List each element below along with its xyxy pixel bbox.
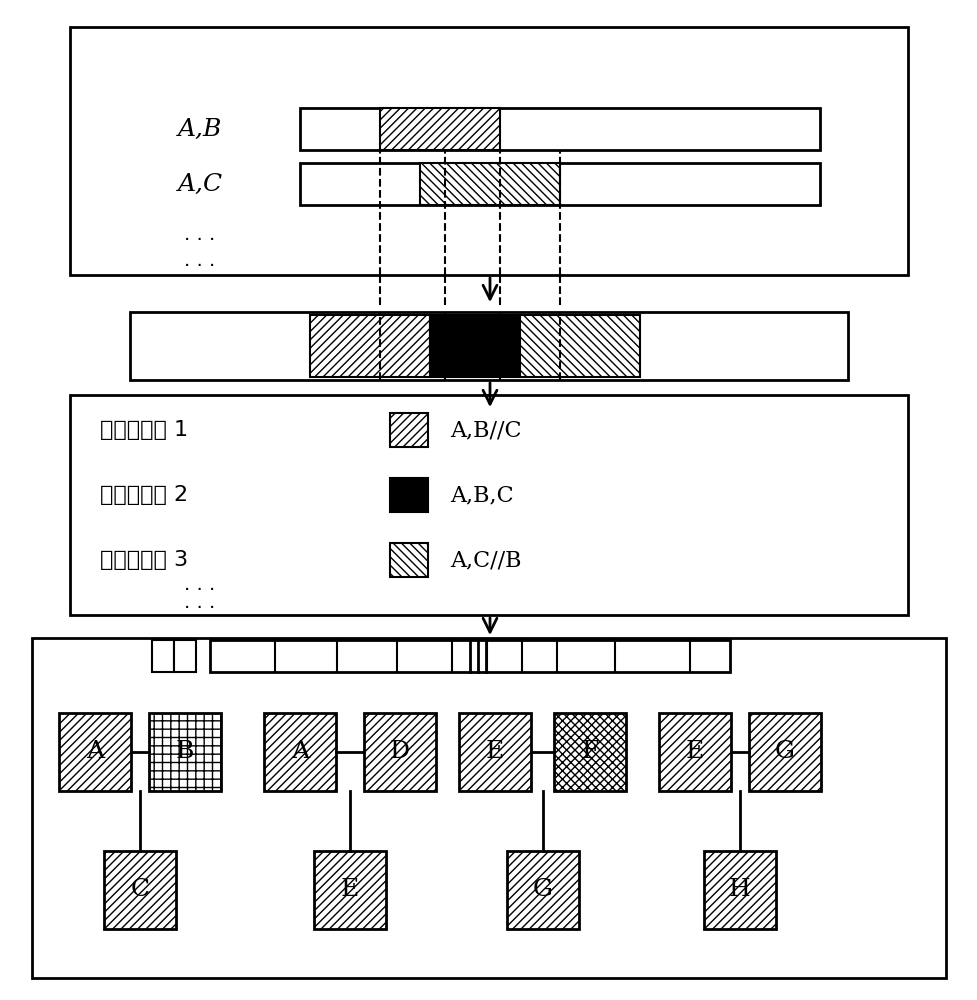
Text: A: A: [290, 740, 309, 764]
Text: H: H: [729, 879, 750, 902]
Text: 遗传区块组 1: 遗传区块组 1: [100, 420, 188, 440]
Bar: [553, 713, 625, 791]
Bar: [310, 315, 430, 377]
Bar: [130, 312, 847, 380]
Bar: [430, 315, 520, 377]
Bar: [380, 108, 499, 150]
Text: C: C: [130, 879, 149, 902]
Bar: [363, 713, 436, 791]
Text: · · ·: · · ·: [185, 580, 215, 599]
Text: D: D: [390, 740, 409, 764]
Bar: [151, 640, 174, 672]
Text: · · ·: · · ·: [185, 231, 215, 249]
Text: 遗传区块组 3: 遗传区块组 3: [100, 550, 188, 570]
Bar: [149, 713, 221, 791]
Bar: [174, 640, 195, 672]
Bar: [210, 640, 729, 672]
Text: A,C//B: A,C//B: [449, 549, 521, 571]
Bar: [314, 851, 386, 929]
Bar: [390, 478, 428, 512]
Bar: [506, 851, 578, 929]
Bar: [390, 543, 428, 577]
Text: G: G: [532, 879, 552, 902]
Bar: [419, 163, 560, 205]
Bar: [390, 413, 428, 447]
Bar: [264, 713, 336, 791]
Bar: [300, 163, 819, 205]
Bar: [658, 713, 730, 791]
Bar: [300, 108, 819, 150]
Bar: [32, 638, 945, 978]
Bar: [748, 713, 820, 791]
Text: E: E: [486, 740, 503, 764]
Text: · · ·: · · ·: [185, 598, 215, 617]
Text: A,B: A,B: [178, 117, 222, 140]
Bar: [59, 713, 131, 791]
Text: A,B//C: A,B//C: [449, 419, 521, 441]
Text: A,C: A,C: [177, 172, 223, 196]
Text: E: E: [341, 879, 359, 902]
Text: E: E: [685, 740, 703, 764]
Text: A: A: [86, 740, 104, 764]
Bar: [458, 713, 531, 791]
Bar: [703, 851, 775, 929]
Bar: [70, 27, 907, 275]
Text: G: G: [774, 740, 794, 764]
Bar: [520, 315, 639, 377]
Text: · · ·: · · ·: [185, 257, 215, 276]
Bar: [70, 395, 907, 615]
Text: B: B: [176, 740, 194, 764]
Bar: [104, 851, 176, 929]
Text: 遗传区块组 2: 遗传区块组 2: [100, 485, 188, 505]
Text: A,B,C: A,B,C: [449, 484, 513, 506]
Text: F: F: [580, 740, 598, 764]
